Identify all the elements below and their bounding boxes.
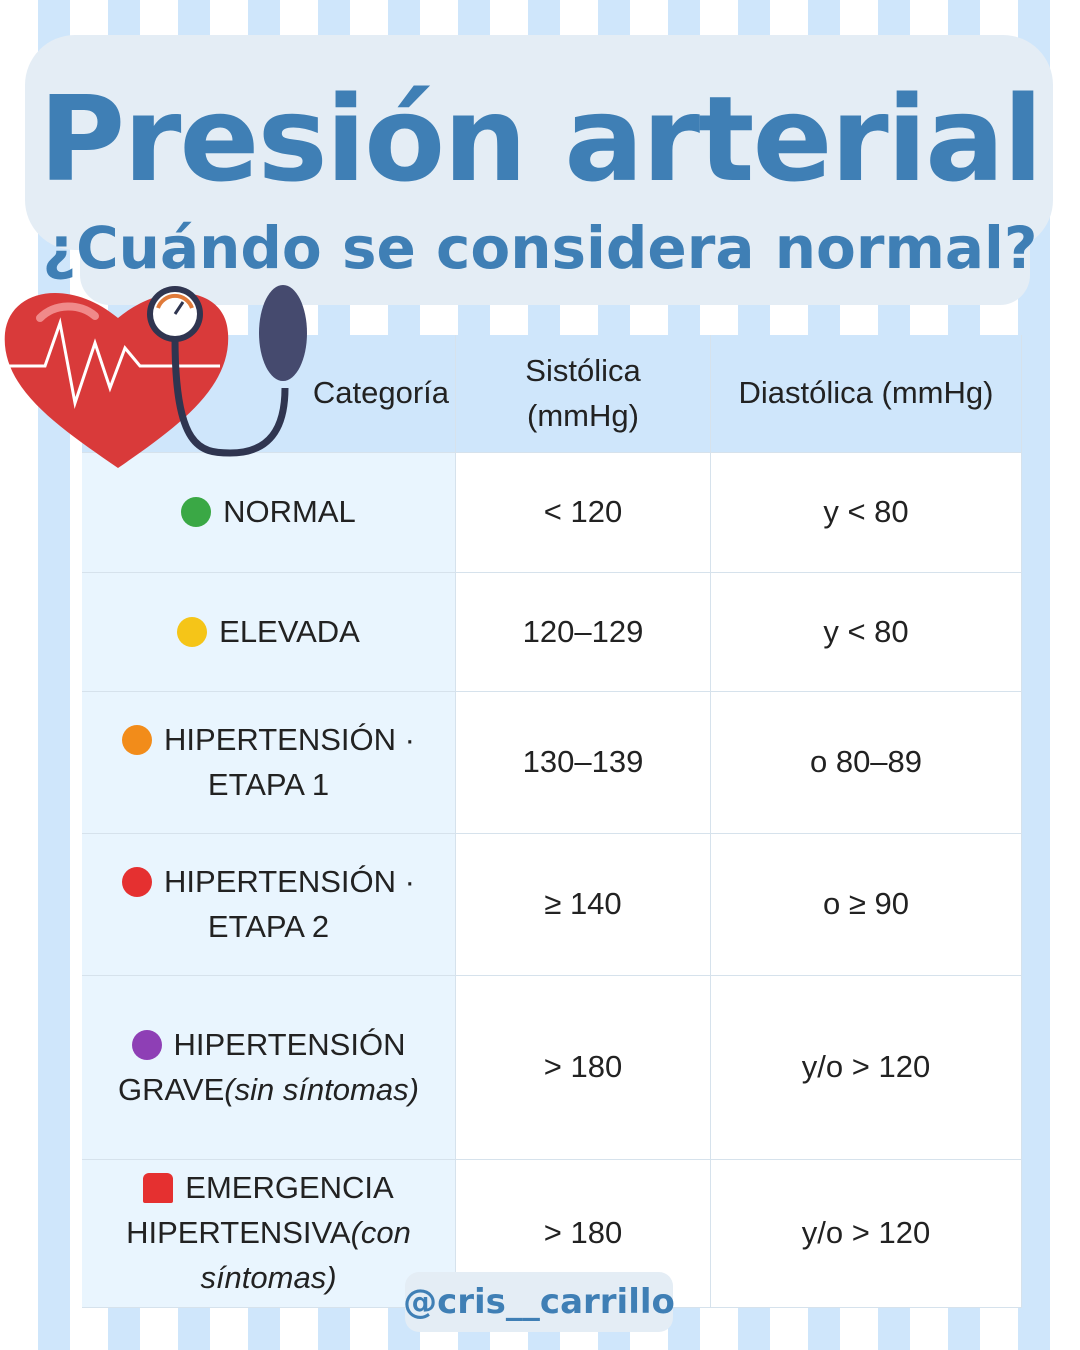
diastolic-cell: y < 80 [711, 453, 1022, 573]
diastolic-cell: y < 80 [711, 573, 1022, 692]
subtitle-box [80, 200, 1030, 305]
diastolic-cell: o ≥ 90 [711, 834, 1022, 976]
systolic-cell: 130–139 [456, 692, 711, 834]
status-icon [122, 866, 153, 897]
category-label: NORMAL [223, 494, 356, 530]
category-label: ELEVADA [219, 613, 360, 649]
status-icon [122, 724, 153, 755]
systolic-cell: 120–129 [456, 573, 711, 692]
category-label: EMERGENCIA HIPERTENSIVA [126, 1170, 394, 1251]
status-icon [181, 497, 212, 528]
systolic-cell: < 120 [456, 453, 711, 573]
diastolic-cell: y/o > 120 [711, 1160, 1022, 1308]
category-label: HIPERTENSIÓN GRAVE [118, 1026, 406, 1107]
category-note: (con síntomas) [200, 1215, 411, 1295]
category: HIPERTENSIÓN · ETAPA 2 [96, 860, 441, 950]
systolic-cell: > 180 [456, 976, 711, 1160]
status-icon [177, 616, 208, 647]
status-icon [143, 1173, 174, 1204]
title: Presión arterial [38, 70, 1044, 208]
category-label: HIPERTENSIÓN · ETAPA 2 [164, 863, 415, 944]
category: EMERGENCIA HIPERTENSIVA(con síntomas) [96, 1166, 441, 1301]
category-cell: EMERGENCIA HIPERTENSIVA(con síntomas) [82, 1160, 456, 1308]
diastolic-cell: o 80–89 [711, 692, 1022, 834]
category: HIPERTENSIÓN · ETAPA 1 [96, 718, 441, 808]
category-cell: NORMAL [82, 453, 456, 573]
systolic-cell: ≥ 140 [456, 834, 711, 976]
column-header: Diastólica (mmHg) [711, 335, 1022, 453]
category-cell: ELEVADA [82, 573, 456, 692]
category-note: (sin síntomas) [224, 1071, 419, 1107]
diastolic-cell: y/o > 120 [711, 976, 1022, 1160]
handle: @cris__carrillo [403, 1272, 675, 1332]
category-cell: HIPERTENSIÓN GRAVE(sin síntomas) [82, 976, 456, 1160]
category: ELEVADA [177, 610, 360, 655]
category-label: HIPERTENSIÓN · ETAPA 1 [164, 721, 415, 802]
category: HIPERTENSIÓN GRAVE(sin síntomas) [96, 1023, 441, 1113]
subtitle: ¿Cuándo se considera normal? [42, 214, 1038, 282]
status-icon [131, 1029, 162, 1060]
column-header: Sistólica (mmHg) [456, 335, 711, 453]
category-cell: HIPERTENSIÓN · ETAPA 1 [82, 692, 456, 834]
category-cell: HIPERTENSIÓN · ETAPA 2 [82, 834, 456, 976]
heart-illustration [4, 285, 307, 468]
category: NORMAL [181, 490, 356, 535]
